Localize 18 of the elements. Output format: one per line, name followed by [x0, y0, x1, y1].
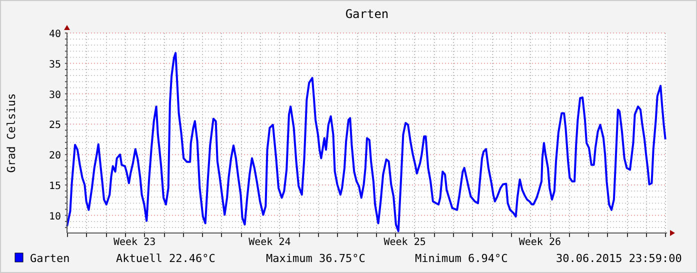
y-tick-label: 40	[48, 29, 61, 40]
text: Minimum 6.94°C	[415, 252, 508, 265]
chart-title: Garten	[345, 7, 389, 21]
legend-label: Garten	[30, 252, 70, 265]
x-tick-label: Week 25	[384, 237, 426, 248]
text: Aktuell 22.46°C	[116, 252, 216, 265]
text: 30.06.2015 23:59:00	[556, 252, 682, 265]
y-tick-label: 30	[48, 90, 61, 101]
x-tick-label: Week 24	[248, 237, 291, 248]
y-tick-label: 10	[48, 211, 61, 222]
y-tick-label: 35	[48, 59, 61, 70]
y-tick-label: 25	[48, 120, 61, 132]
text: Maximum 36.75°C	[266, 252, 366, 265]
x-tick-label: Week 26	[518, 237, 561, 248]
y-tick-label: 20	[48, 150, 61, 162]
y-axis-title: Grad Celsius	[5, 93, 18, 173]
y-tick-label: 15	[48, 180, 61, 192]
x-tick-label: Week 23	[113, 237, 156, 248]
